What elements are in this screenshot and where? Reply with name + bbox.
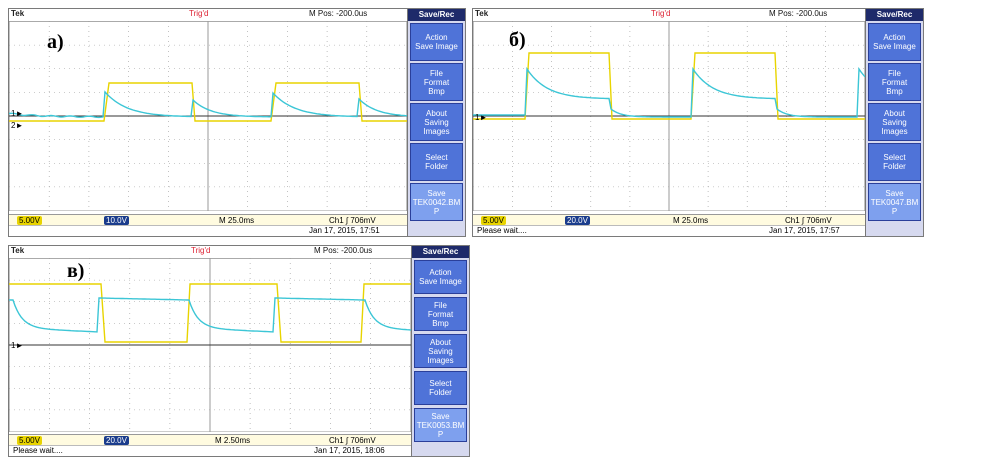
about-saving-button[interactable]: About Saving Images [410,103,463,141]
panel-label: в) [67,260,85,282]
datetime: Jan 17, 2015, 17:57 [769,226,840,235]
ch1-trace [9,82,407,122]
menu-title: Save/Rec [412,246,469,258]
horizontal-position: M Pos: -200.0us [769,9,828,18]
ch1-trace [473,52,865,120]
graticule [9,258,411,432]
about-saving-button[interactable]: About Saving Images [414,334,467,368]
menu-title: Save/Rec [866,9,923,21]
ch1-scale[interactable]: 5.00V [17,436,42,445]
scope-screen: Tek Trig'd M Pos: -200.0us 1► б) 5.00V 2… [473,9,865,236]
panel-label: б) [509,29,526,51]
about-saving-button[interactable]: About Saving Images [868,103,921,141]
select-folder-button[interactable]: Select Folder [410,143,463,181]
select-folder-button[interactable]: Select Folder [414,371,467,405]
menu-title: Save/Rec [408,9,465,21]
timebase[interactable]: M 25.0ms [673,216,709,225]
status-message: Please wait.... [477,226,527,235]
select-folder-button[interactable]: Select Folder [868,143,921,181]
ch2-scale[interactable]: 20.0V [565,216,590,225]
trigger-level[interactable]: Ch1 ∫ 706mV [785,216,832,225]
waveform-display: 1► [9,258,411,432]
save-recall-menu: Save/Rec Action Save Image File Format B… [411,246,469,456]
save-file-button[interactable]: Save TEK0047.BM P [868,183,921,221]
scope-screen: Tek Trig'd M Pos: -200.0us 1► в) 5.00V 2… [9,246,411,456]
save-file-button[interactable]: Save TEK0042.BM P [410,183,463,221]
status-message: Please wait.... [13,446,63,455]
file-format-button[interactable]: File Format Bmp [414,297,467,331]
scope-screen: Tek Trig'd M Pos: -200.0us 1► 2► а) 5.00… [9,9,407,236]
ch1-scale[interactable]: 5.00V [17,216,42,225]
action-button[interactable]: Action Save Image [868,23,921,61]
horizontal-position: M Pos: -200.0us [314,246,373,255]
date-bar: Please wait.... Jan 17, 2015, 17:57 [473,225,865,236]
save-file-button[interactable]: Save TEK0053.BM P [414,408,467,442]
brand-logo: Tek [11,9,25,18]
waveform-display: 1► [473,21,865,211]
save-recall-menu: Save/Rec Action Save Image File Format B… [865,9,923,236]
ch2-trace [9,90,407,119]
waveform-display: 1► 2► [9,21,407,211]
trigger-level[interactable]: Ch1 ∫ 706mV [329,436,376,445]
ch2-scale[interactable]: 10.0V [104,216,129,225]
trigger-state: Trig'd [191,246,211,255]
date-bar: Please wait.... Jan 17, 2015, 18:06 [9,445,411,456]
timebase[interactable]: M 25.0ms [219,216,255,225]
ch-marker: 2► [11,121,23,130]
brand-logo: Tek [11,246,25,255]
file-format-button[interactable]: File Format Bmp [868,63,921,101]
file-format-button[interactable]: File Format Bmp [410,63,463,101]
ch1-scale[interactable]: 5.00V [481,216,506,225]
trigger-state: Trig'd [189,9,209,18]
ch1-trace [9,283,411,343]
timebase[interactable]: M 2.50ms [215,436,251,445]
ch-marker: 1► [11,109,23,118]
horizontal-position: M Pos: -200.0us [309,9,368,18]
action-button[interactable]: Action Save Image [410,23,463,61]
datetime: Jan 17, 2015, 18:06 [314,446,385,455]
scope-panel-b: Tek Trig'd M Pos: -200.0us 1► б) 5.00V 2… [472,8,924,237]
action-button[interactable]: Action Save Image [414,260,467,294]
ch2-scale[interactable]: 20.0V [104,436,129,445]
save-recall-menu: Save/Rec Action Save Image File Format B… [407,9,465,236]
scope-panel-c: Tek Trig'd M Pos: -200.0us 1► в) 5.00V 2… [8,245,470,457]
ch2-trace [9,297,411,333]
channel-status-bar: 5.00V 10.0V M 25.0ms Ch1 ∫ 706mV [9,214,407,226]
datetime: Jan 17, 2015, 17:51 [309,226,380,235]
trigger-level[interactable]: Ch1 ∫ 706mV [329,216,376,225]
ch-marker: 1► [475,113,487,122]
trigger-state: Trig'd [651,9,671,18]
panel-label: а) [47,31,64,53]
ch-marker: 1► [11,341,23,350]
channel-status-bar: 5.00V 20.0V M 2.50ms Ch1 ∫ 706mV [9,434,411,446]
ch2-trace [473,66,865,118]
brand-logo: Tek [475,9,489,18]
date-bar: Jan 17, 2015, 17:51 [9,225,407,236]
scope-panel-a: Tek Trig'd M Pos: -200.0us 1► 2► а) 5.00… [8,8,466,237]
channel-status-bar: 5.00V 20.0V M 25.0ms Ch1 ∫ 706mV [473,214,865,226]
